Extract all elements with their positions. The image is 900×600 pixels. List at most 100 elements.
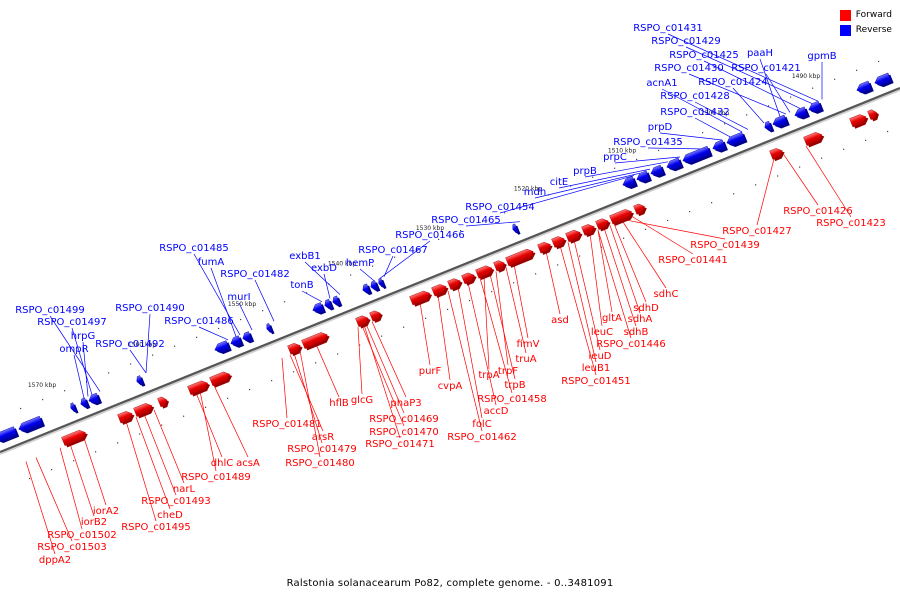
- forward-gene-label: leuB1: [582, 363, 611, 374]
- forward-gene-label: RSPO_c01470: [369, 427, 439, 438]
- forward-leader-line: [299, 350, 321, 458]
- reverse-leader-line: [703, 60, 801, 109]
- forward-gene-arrow: [355, 315, 369, 328]
- track-dot: [438, 238, 440, 241]
- reverse-gene-arrow: [324, 298, 333, 309]
- forward-gene-label: RSPO_c01479: [287, 444, 357, 455]
- forward-leader-line: [495, 271, 509, 366]
- forward-gene-label: leuD: [589, 351, 612, 362]
- forward-gene-label: accD: [484, 406, 509, 417]
- track-dot: [504, 212, 506, 214]
- track-dot: [350, 274, 352, 276]
- reverse-gene-label: exbB1: [289, 251, 320, 262]
- forward-leader-line: [805, 145, 852, 218]
- track-dot: [447, 308, 449, 311]
- forward-gene-label: truA: [515, 354, 536, 365]
- reverse-gene-label: RSPO_c01428: [660, 91, 730, 102]
- track-dot: [130, 363, 132, 365]
- reverse-gene-label: paaH: [747, 48, 773, 59]
- forward-leader-line: [213, 385, 249, 458]
- track-dot: [337, 353, 339, 355]
- forward-gene-label: RSPO_c01503: [37, 542, 107, 553]
- reverse-gene-arrow: [88, 392, 101, 404]
- forward-leader-line: [69, 443, 95, 517]
- forward-gene-arrow: [867, 109, 877, 120]
- forward-gene-arrow: [595, 218, 609, 230]
- reverse-swatch: [839, 25, 851, 36]
- forward-leader-line: [609, 225, 641, 314]
- forward-leader-line: [25, 461, 56, 555]
- forward-gene-label: RSPO_c01493: [141, 496, 211, 507]
- scale-tick-label: 1530 kbp: [416, 225, 444, 232]
- track-dot: [636, 158, 638, 160]
- forward-gene-label: RSPO_c01423: [816, 218, 886, 229]
- forward-leader-line: [419, 302, 431, 366]
- reverse-leader-line: [71, 327, 93, 395]
- track-dot: [161, 424, 163, 426]
- forward-gene-arrow: [803, 132, 823, 146]
- scale-tick-label: 1510 kbp: [608, 147, 636, 154]
- forward-gene-label: RSPO_c01480: [285, 458, 355, 469]
- forward-leader-line: [59, 447, 83, 530]
- track-dot: [711, 202, 713, 204]
- reverse-leader-line: [73, 354, 85, 399]
- forward-gene-label: RSPO_c01471: [365, 439, 435, 450]
- legend: Forward Reverse: [839, 8, 892, 38]
- forward-swatch: [839, 10, 851, 21]
- reverse-gene-label: prpD: [648, 122, 673, 133]
- track-dot: [469, 299, 471, 302]
- forward-leader-line: [125, 420, 157, 522]
- forward-gene-arrow: [209, 371, 231, 387]
- reverse-leader-line: [359, 268, 375, 282]
- forward-gene-label: asd: [551, 315, 569, 326]
- reverse-gene-label: RSPO_c01497: [37, 317, 107, 328]
- track-dot: [51, 469, 53, 471]
- forward-leader-line: [365, 323, 405, 414]
- forward-gene-label: iorA2: [93, 506, 119, 517]
- reverse-gene-arrow: [712, 139, 726, 152]
- track-dot: [372, 265, 374, 267]
- forward-leader-line: [479, 277, 513, 394]
- track-dot: [887, 130, 889, 133]
- reverse-gene-label: RSPO_c01431: [633, 23, 703, 34]
- reverse-gene-label: mdh: [524, 187, 546, 198]
- track-dot: [174, 345, 176, 347]
- reverse-gene-label: RSPO_c01485: [159, 243, 229, 254]
- track-dot: [42, 399, 44, 401]
- forward-leader-line: [597, 230, 632, 339]
- forward-gene-label: leuC: [591, 327, 613, 338]
- track-dot: [535, 273, 537, 275]
- track-dot: [878, 60, 880, 63]
- forward-gene-label: fimV: [517, 339, 540, 350]
- track-dot: [513, 282, 515, 284]
- forward-gene-label: sdhD: [633, 303, 659, 314]
- forward-gene-arrow: [369, 310, 381, 322]
- forward-gene-label: dppA2: [39, 555, 71, 566]
- reverse-gene-label: RSPO_c01425: [669, 50, 739, 61]
- track-dot: [20, 407, 22, 410]
- forward-gene-arrow: [61, 429, 86, 446]
- forward-gene-label: acsA: [236, 458, 260, 469]
- forward-gene-label: RSPO_c01427: [722, 226, 792, 237]
- forward-gene-label: iorB2: [81, 517, 107, 528]
- track-dot: [790, 96, 792, 98]
- track-dot: [843, 148, 845, 150]
- forward-leader-line: [621, 220, 667, 289]
- reverse-gene-label: gpmB: [807, 51, 836, 62]
- forward-leader-line: [589, 233, 603, 327]
- reverse-gene-label: RSPO_c01435: [613, 137, 683, 148]
- forward-gene-label: RSPO_c01426: [783, 206, 853, 217]
- reverse-leader-line: [694, 101, 749, 130]
- forward-gene-arrow: [493, 260, 505, 272]
- reverse-gene-label: RSPO_c01467: [358, 245, 428, 256]
- reverse-leader-line: [301, 290, 323, 303]
- forward-leader-line: [293, 352, 323, 444]
- forward-leader-line: [623, 219, 726, 240]
- track-dot: [95, 451, 97, 453]
- reverse-leader-line: [688, 73, 787, 115]
- scale-tick-label: 1540 kbp: [328, 261, 356, 268]
- scale-tick-label: 1520 kbp: [514, 185, 542, 192]
- reverse-gene-label: acnA1: [646, 78, 677, 89]
- scale-tick-label: 1560 kbp: [128, 342, 156, 349]
- forward-leader-line: [483, 276, 490, 370]
